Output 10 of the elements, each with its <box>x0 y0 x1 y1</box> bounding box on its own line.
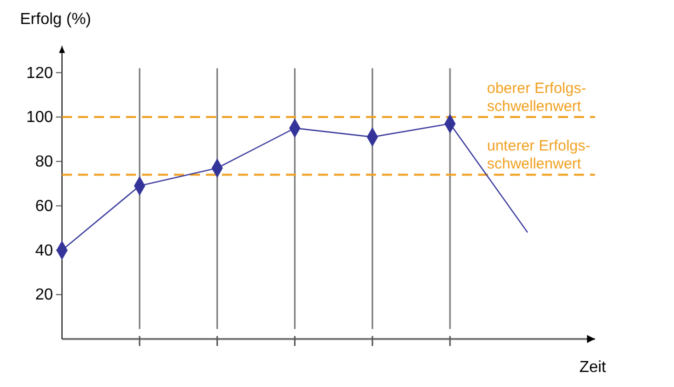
ref-line-label: unterer Erfolgs- schwellenwert <box>487 138 590 173</box>
y-tick-label: 60 <box>35 198 54 215</box>
y-tick-label: 20 <box>35 286 54 304</box>
x-axis-title: Zeit <box>579 359 607 376</box>
y-tick-label: 80 <box>35 154 54 171</box>
y-tick-label: 40 <box>35 242 54 260</box>
y-tick-label: 100 <box>26 109 54 126</box>
y-tick-label: 120 <box>26 64 54 82</box>
ref-line-label: oberer Erfolgs- schwellenwert <box>487 80 586 116</box>
y-axis-title: Erfolg (%) <box>20 11 92 28</box>
